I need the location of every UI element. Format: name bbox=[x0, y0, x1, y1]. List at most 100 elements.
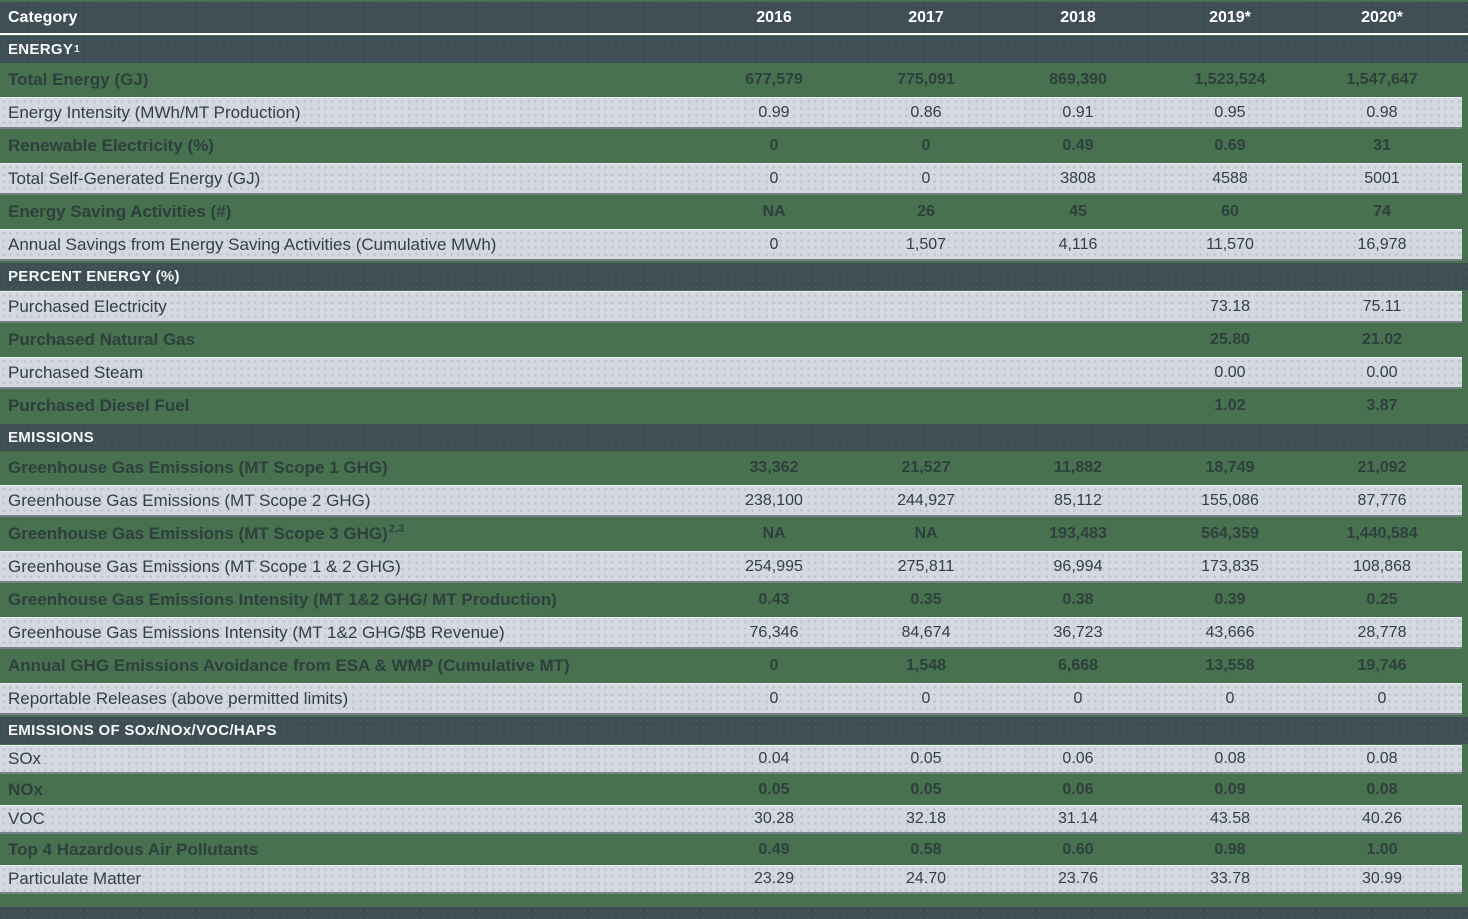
cell-value: 23.76 bbox=[1057, 870, 1099, 887]
table-row: Total Self-Generated Energy (GJ) 0 0 3808 45… bbox=[0, 163, 1462, 195]
cell-value: 0.49 bbox=[758, 840, 790, 858]
cell-value: 244,927 bbox=[897, 491, 955, 509]
cell-value: 869,390 bbox=[1049, 71, 1107, 88]
cell-value: 33.78 bbox=[1209, 870, 1251, 887]
cell-value: 36,723 bbox=[1053, 623, 1103, 641]
cell-value: 0.39 bbox=[1214, 591, 1246, 608]
cell-value: 0.98 bbox=[1366, 103, 1398, 121]
cell-value: 0 bbox=[769, 169, 779, 187]
cell-value: 30.28 bbox=[753, 810, 795, 827]
cell-value: 0.00 bbox=[1366, 363, 1398, 381]
column-header-year: 2016 bbox=[756, 8, 792, 26]
table-row: SOx 0.04 0.05 0.06 0.08 0.08 bbox=[0, 745, 1462, 774]
cell-value: 0 bbox=[1073, 689, 1083, 707]
table-section: PERCENT ENERGY (%) Purchased Electricity 7… bbox=[0, 262, 1468, 423]
table-row: Greenhouse Gas Emissions Intensity (MT 1… bbox=[0, 617, 1462, 649]
cell-value: 84,674 bbox=[901, 623, 951, 641]
section-header: ENERGY 1 bbox=[0, 36, 1468, 63]
cell-value: 4,116 bbox=[1058, 235, 1098, 253]
table-row: Greenhouse Gas Emissions (MT Scope 3 GHG… bbox=[0, 518, 1468, 550]
row-label-text: Greenhouse Gas Emissions (MT Scope 1 GHG… bbox=[8, 458, 388, 477]
table-row: Reportable Releases (above permitted lim… bbox=[0, 683, 1462, 715]
cell-value: 0.25 bbox=[1366, 591, 1398, 608]
cell-value: 0.99 bbox=[758, 103, 790, 121]
cell-value: 0.04 bbox=[758, 750, 790, 767]
cell-value: 1.00 bbox=[1366, 840, 1398, 858]
row-label: Energy Saving Activities (#) bbox=[0, 202, 698, 222]
table-row: Energy Intensity (MWh/MT Production) 0.99… bbox=[0, 97, 1462, 129]
row-label-text: Greenhouse Gas Emissions Intensity (MT 1… bbox=[8, 622, 505, 642]
row-label: Purchased Diesel Fuel bbox=[0, 396, 698, 416]
row-label-text: Total Self-Generated Energy (GJ) bbox=[8, 168, 261, 188]
cell-value: NA bbox=[762, 203, 786, 220]
cell-value: 173,835 bbox=[1201, 557, 1259, 575]
row-label: Top 4 Hazardous Air Pollutants bbox=[0, 840, 698, 860]
row-label-text: Particulate Matter bbox=[8, 869, 142, 888]
table-row: Purchased Electricity 73.18 75.11 bbox=[0, 291, 1462, 323]
cell-value: 21,527 bbox=[901, 459, 951, 476]
cell-value: 16,978 bbox=[1357, 235, 1407, 253]
cell-value: 3808 bbox=[1060, 169, 1096, 187]
table-row: VOC 30.28 32.18 31.14 43.58 40.26 bbox=[0, 805, 1462, 834]
cell-value: 25.80 bbox=[1209, 331, 1251, 348]
cell-value: 0.06 bbox=[1062, 780, 1094, 798]
table-row: Annual GHG Emissions Avoidance from ESA … bbox=[0, 650, 1468, 682]
cell-value: 1.02 bbox=[1214, 397, 1246, 414]
cell-value: 0.09 bbox=[1214, 780, 1246, 798]
row-label-text: Annual Savings from Energy Saving Activi… bbox=[8, 234, 497, 254]
cell-value: 0.08 bbox=[1214, 750, 1246, 767]
row-label-text: Top 4 Hazardous Air Pollutants bbox=[8, 839, 259, 859]
row-label: Energy Intensity (MWh/MT Production) bbox=[0, 103, 698, 123]
row-label: Purchased Electricity bbox=[0, 297, 698, 317]
section-title: EMISSIONS bbox=[8, 429, 95, 446]
row-label-text: Greenhouse Gas Emissions Intensity (MT 1… bbox=[8, 590, 557, 609]
row-label: Greenhouse Gas Emissions (MT Scope 1 GHG… bbox=[0, 458, 698, 478]
cell-value: 0 bbox=[1225, 689, 1235, 707]
table-section: ENERGY 1 Total Energy (GJ) 677,579 775,091 86… bbox=[0, 35, 1468, 262]
section-header: EMISSIONS OF SOx/NOx/VOC/HAPS bbox=[0, 717, 1468, 744]
row-label: SOx bbox=[0, 749, 698, 769]
cell-value: 108,868 bbox=[1353, 557, 1411, 575]
row-label-text: VOC bbox=[8, 809, 45, 828]
cell-value: 30.99 bbox=[1361, 870, 1403, 887]
section-header: EMISSIONS bbox=[0, 424, 1468, 451]
cell-value: 87,776 bbox=[1357, 491, 1407, 509]
row-label: Greenhouse Gas Emissions Intensity (MT 1… bbox=[0, 590, 698, 610]
cell-value: NA bbox=[762, 525, 786, 542]
table-row: Energy Saving Activities (#) NA 26 45 60 74 bbox=[0, 196, 1468, 228]
cell-value: 85,112 bbox=[1054, 491, 1102, 509]
cell-value: 0 bbox=[921, 137, 931, 154]
cell-value: 0 bbox=[769, 657, 779, 674]
row-label-text: Purchased Natural Gas bbox=[8, 330, 196, 349]
cell-value: 0.91 bbox=[1062, 103, 1094, 121]
row-label: Particulate Matter bbox=[0, 869, 698, 889]
row-label: NOx bbox=[0, 780, 698, 800]
table-row: Purchased Diesel Fuel 1.02 3.87 bbox=[0, 390, 1468, 422]
cell-value: 0.95 bbox=[1214, 103, 1246, 121]
table-row: Annual Savings from Energy Saving Activi… bbox=[0, 229, 1462, 261]
row-label: Reportable Releases (above permitted lim… bbox=[0, 689, 698, 709]
cell-value: 0.05 bbox=[910, 750, 942, 767]
cell-value: 19,746 bbox=[1357, 657, 1407, 674]
cell-value: 0.98 bbox=[1214, 840, 1246, 858]
cell-value: 193,483 bbox=[1049, 525, 1107, 542]
column-header-year: 2017 bbox=[908, 8, 944, 26]
section-header: PERCENT ENERGY (%) bbox=[0, 263, 1468, 290]
table-section: EMISSIONS Greenhouse Gas Emissions (MT Sc… bbox=[0, 423, 1468, 716]
cell-value: 0.86 bbox=[910, 103, 942, 121]
table-row: Greenhouse Gas Emissions (MT Scope 1 GHG… bbox=[0, 452, 1468, 484]
cell-value: 1,547,647 bbox=[1346, 71, 1418, 88]
table-section: EMISSIONS OF SOx/NOx/VOC/HAPS SOx 0.04 0.05… bbox=[0, 716, 1468, 895]
column-header-year: 2019* bbox=[1209, 8, 1251, 26]
table-row: Greenhouse Gas Emissions (MT Scope 1 & 2… bbox=[0, 551, 1462, 583]
cell-value: 1,507 bbox=[905, 235, 947, 253]
section-title: ENERGY bbox=[8, 41, 74, 58]
cell-value: 21,092 bbox=[1357, 459, 1407, 476]
cell-value: 4588 bbox=[1212, 169, 1248, 187]
cell-value: 775,091 bbox=[897, 71, 955, 88]
row-label-text: Purchased Steam bbox=[8, 362, 144, 382]
cell-value: 31 bbox=[1373, 137, 1391, 154]
table-row: Renewable Electricity (%) 0 0 0.49 0.69 31 bbox=[0, 130, 1468, 162]
row-label: Greenhouse Gas Emissions (MT Scope 3 GHG… bbox=[0, 524, 698, 544]
cell-value: 26 bbox=[917, 203, 935, 220]
